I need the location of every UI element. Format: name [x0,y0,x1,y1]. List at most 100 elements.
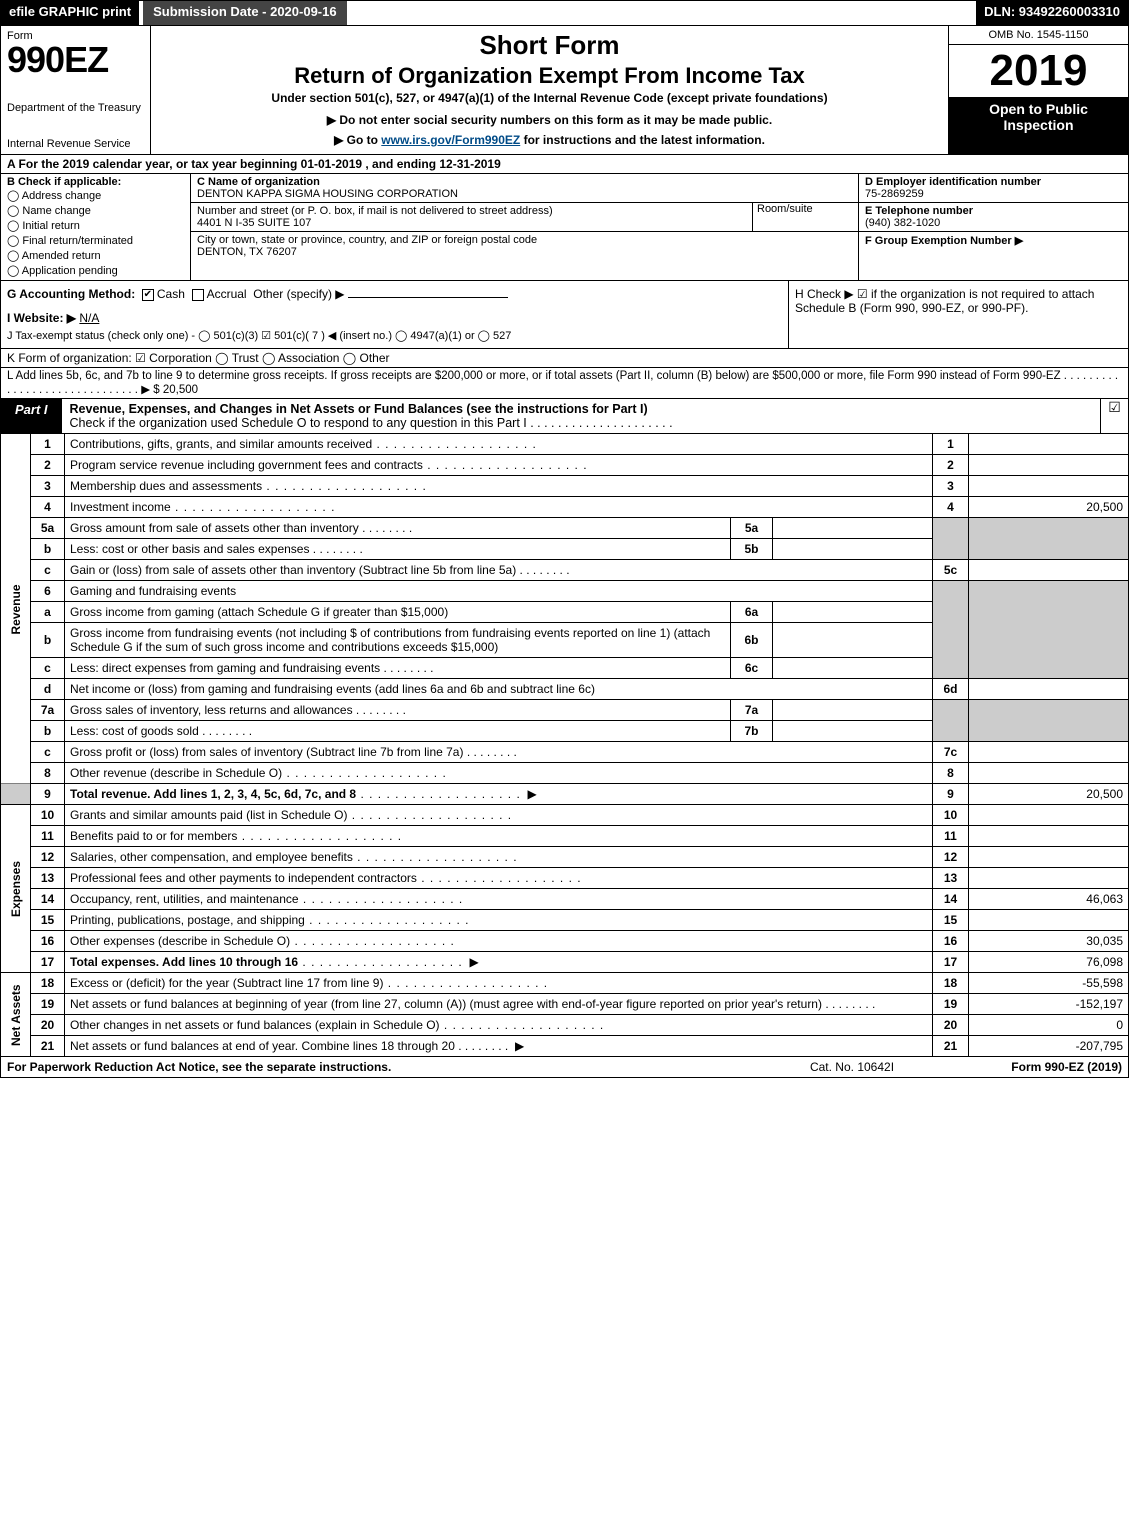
r20-num: 20 [933,1015,969,1036]
r5a-n: 5a [31,518,65,539]
row-11: 11 Benefits paid to or for members 11 [1,826,1129,847]
r7a-d: Gross sales of inventory, less returns a… [65,700,731,721]
row-20: 20 Other changes in net assets or fund b… [1,1015,1129,1036]
row-5c: c Gain or (loss) from sale of assets oth… [1,560,1129,581]
r6d-n: d [31,679,65,700]
r15-d: Printing, publications, postage, and shi… [65,910,933,931]
r9-arrow: ▶ [527,787,536,801]
r7b-sub: 7b [731,721,773,742]
lines-table: Revenue 1 Contributions, gifts, grants, … [0,434,1129,1057]
chk-amended-return-label: Amended return [22,250,101,262]
r18-d: Excess or (deficit) for the year (Subtra… [65,973,933,994]
r6b-sv [773,623,933,658]
irs-link[interactable]: www.irs.gov/Form990EZ [381,133,520,147]
r1-num: 1 [933,434,969,455]
irs-label: Internal Revenue Service [7,138,144,150]
row-6: 6 Gaming and fundraising events [1,581,1129,602]
r2-num: 2 [933,455,969,476]
form-number: 990EZ [7,42,144,78]
row-10: Expenses 10 Grants and similar amounts p… [1,805,1129,826]
addr-val: 4401 N I-35 SUITE 107 [197,217,311,229]
r10-v [969,805,1129,826]
f-label: F Group Exemption Number ▶ [865,235,1023,247]
r5b-sv [773,539,933,560]
part1-title: Revenue, Expenses, and Changes in Net As… [70,402,648,416]
r17-num: 17 [933,952,969,973]
r13-v [969,868,1129,889]
r5c-v [969,560,1129,581]
r7-greynum [933,700,969,742]
r3-d: Membership dues and assessments [65,476,933,497]
r17-arrow: ▶ [469,955,478,969]
r7b-d: Less: cost of goods sold [65,721,731,742]
r16-v: 30,035 [969,931,1129,952]
r10-n: 10 [31,805,65,826]
r6b-d: Gross income from fundraising events (no… [65,623,731,658]
i-val: N/A [79,311,99,325]
row-2: 2 Program service revenue including gove… [1,455,1129,476]
netassets-side-label: Net Assets [1,973,31,1057]
r7b-n: b [31,721,65,742]
r6a-n: a [31,602,65,623]
r13-n: 13 [31,868,65,889]
r19-num: 19 [933,994,969,1015]
part1-checkbox[interactable]: ☑ [1100,399,1128,433]
r20-v: 0 [969,1015,1129,1036]
g-other-blank[interactable] [348,297,508,298]
chk-final-return[interactable]: ◯ Final return/terminated [7,233,184,248]
r4-num: 4 [933,497,969,518]
room-suite: Room/suite [752,203,852,231]
r7a-sv [773,700,933,721]
expenses-side-label: Expenses [1,805,31,973]
chk-amended-return[interactable]: ◯ Amended return [7,248,184,263]
r7c-n: c [31,742,65,763]
r6d-num: 6d [933,679,969,700]
short-form-title: Short Form [161,30,938,61]
c-city-row: City or town, state or province, country… [191,232,858,260]
line-h: H Check ▶ ☑ if the organization is not r… [788,281,1128,348]
chk-name-change[interactable]: ◯ Name change [7,203,184,218]
city-label: City or town, state or province, country… [197,234,537,246]
r17-n: 17 [31,952,65,973]
chk-initial-return[interactable]: ◯ Initial return [7,218,184,233]
r21-v: -207,795 [969,1036,1129,1057]
tax-year: 2019 [949,45,1128,97]
r7c-d: Gross profit or (loss) from sales of inv… [65,742,933,763]
sub3-pre: ▶ Go to [334,133,381,147]
g-other: Other (specify) ▶ [253,287,344,301]
r3-v [969,476,1129,497]
row-12: 12 Salaries, other compensation, and emp… [1,847,1129,868]
r5b-sub: 5b [731,539,773,560]
r20-d: Other changes in net assets or fund bala… [65,1015,933,1036]
r9-num: 9 [933,784,969,805]
r5a-sv [773,518,933,539]
block-gh: G Accounting Method: Cash Accrual Other … [0,281,1129,349]
return-title: Return of Organization Exempt From Incom… [161,63,938,89]
r6-greynum [933,581,969,679]
header-right: OMB No. 1545-1150 2019 Open to Public In… [948,26,1128,154]
g-accrual: Accrual [207,287,247,301]
top-bar: efile GRAPHIC print Submission Date - 20… [0,0,1129,26]
r21-d: Net assets or fund balances at end of ye… [70,1039,455,1053]
open-to-public: Open to Public Inspection [949,97,1128,154]
r8-v [969,763,1129,784]
form-header: Form 990EZ Department of the Treasury In… [0,26,1129,155]
row-21: 21 Net assets or fund balances at end of… [1,1036,1129,1057]
r21-d-wrap: Net assets or fund balances at end of ye… [65,1036,933,1057]
g-accrual-checkbox[interactable] [192,289,204,301]
r17-d-wrap: Total expenses. Add lines 10 through 16 … [65,952,933,973]
r6a-d: Gross income from gaming (attach Schedul… [65,602,731,623]
r12-d: Salaries, other compensation, and employ… [65,847,933,868]
r3-n: 3 [31,476,65,497]
topbar-spacer [347,1,977,25]
row-15: 15 Printing, publications, postage, and … [1,910,1129,931]
chk-application-pending-label: Application pending [22,265,118,277]
d-val: 75-2869259 [865,188,924,200]
r15-n: 15 [31,910,65,931]
row-7c: c Gross profit or (loss) from sales of i… [1,742,1129,763]
chk-address-change[interactable]: ◯ Address change [7,188,184,203]
g-cash-checkbox[interactable] [142,289,154,301]
r11-num: 11 [933,826,969,847]
efile-print-label[interactable]: efile GRAPHIC print [1,1,139,25]
chk-application-pending[interactable]: ◯ Application pending [7,263,184,278]
